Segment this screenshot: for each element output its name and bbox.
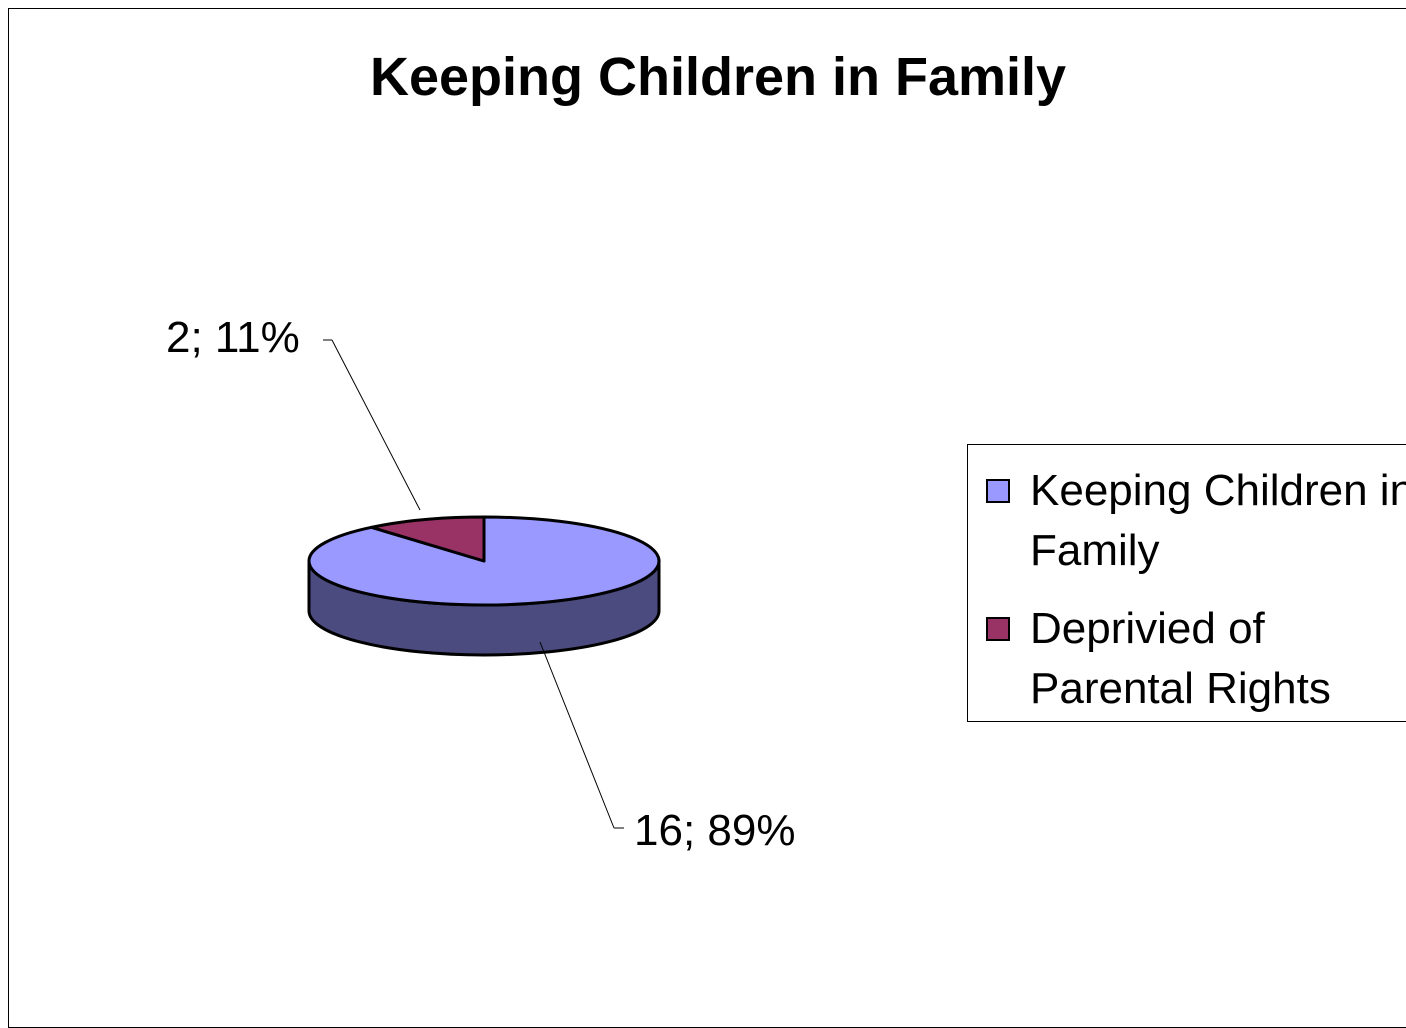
data-label-deprived: 2; 11% [166,313,300,362]
legend-label-deprived: Deprivied of Parental Rights [1030,604,1331,713]
legend-label-keeping: Keeping Children in Family [1030,466,1406,575]
legend-swatch-deprived [986,617,1010,641]
pie-slice-1 [370,515,486,563]
leader-line-keeping [539,641,615,829]
chart-title: Keeping Children in Family [369,47,1067,107]
legend: Keeping Children in Family Deprivied of … [967,444,1406,722]
leader-line-deprived-diagonal [331,339,421,511]
data-label-keeping: 16; 89% [634,806,795,855]
legend-swatch-keeping [986,479,1010,503]
